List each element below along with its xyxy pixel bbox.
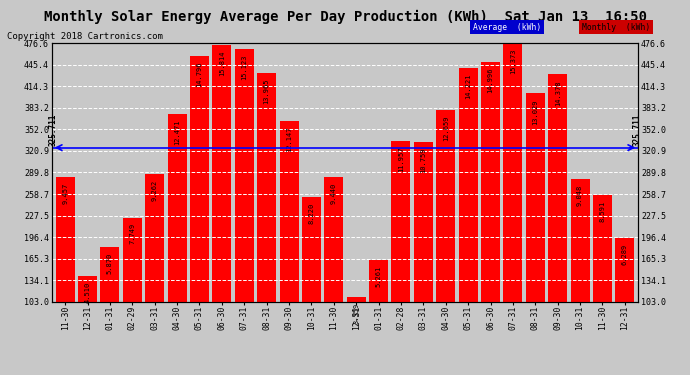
Bar [481,62,500,373]
Text: 7.749: 7.749 [129,223,135,245]
Bar [548,75,567,373]
Text: 325.711: 325.711 [48,113,57,146]
Bar [459,68,477,373]
Bar [391,141,411,373]
Bar [346,297,366,373]
Text: 12.659: 12.659 [443,116,448,141]
Text: 14.221: 14.221 [465,74,471,99]
Text: 12.147: 12.147 [286,126,292,152]
Bar [571,179,589,373]
Text: 10.759: 10.759 [420,148,426,173]
Text: 9.440: 9.440 [331,183,337,204]
Bar [279,121,299,373]
Bar [213,45,231,373]
Text: 9.048: 9.048 [577,184,583,206]
Text: Monthly  (kWh): Monthly (kWh) [582,22,650,32]
Text: 14.796: 14.796 [197,61,202,87]
Text: 5.261: 5.261 [375,266,382,287]
Text: 12.471: 12.471 [174,120,180,145]
Text: 9.457: 9.457 [62,182,68,204]
Text: 15.373: 15.373 [510,49,516,74]
Bar [101,247,119,373]
Bar [504,43,522,373]
Bar [615,238,634,373]
Text: 15.123: 15.123 [241,54,247,80]
Bar [168,114,186,373]
Bar [593,195,612,373]
Text: 13.029: 13.029 [532,99,538,124]
Text: 6.289: 6.289 [622,244,628,265]
Text: 8.591: 8.591 [600,200,605,222]
Bar [235,48,254,373]
Text: 325.711: 325.711 [633,113,642,146]
Text: Copyright 2018 Cartronics.com: Copyright 2018 Cartronics.com [7,32,163,41]
Text: 3.559: 3.559 [353,302,359,324]
Bar [78,276,97,373]
Bar [257,74,276,373]
Text: 15.814: 15.814 [219,50,225,76]
Text: 9.262: 9.262 [152,180,158,201]
Bar [414,142,433,373]
Text: Average  (kWh): Average (kWh) [473,22,541,32]
Text: 8.220: 8.220 [308,202,315,223]
Bar [369,260,388,373]
Bar [123,217,142,373]
Bar [324,177,344,373]
Text: 5.870: 5.870 [107,253,113,274]
Bar [526,93,545,373]
Text: 14.996: 14.996 [488,67,493,93]
Bar [302,197,321,373]
Text: 14.378: 14.378 [555,80,561,105]
Bar [190,56,209,373]
Text: 11.957: 11.957 [398,147,404,172]
Bar [56,177,75,373]
Bar [436,110,455,373]
Text: 13.965: 13.965 [264,79,270,104]
Text: Monthly Solar Energy Average Per Day Production (KWh)  Sat Jan 13  16:50: Monthly Solar Energy Average Per Day Pro… [43,9,647,24]
Text: 4.510: 4.510 [85,282,90,303]
Bar [145,174,164,373]
